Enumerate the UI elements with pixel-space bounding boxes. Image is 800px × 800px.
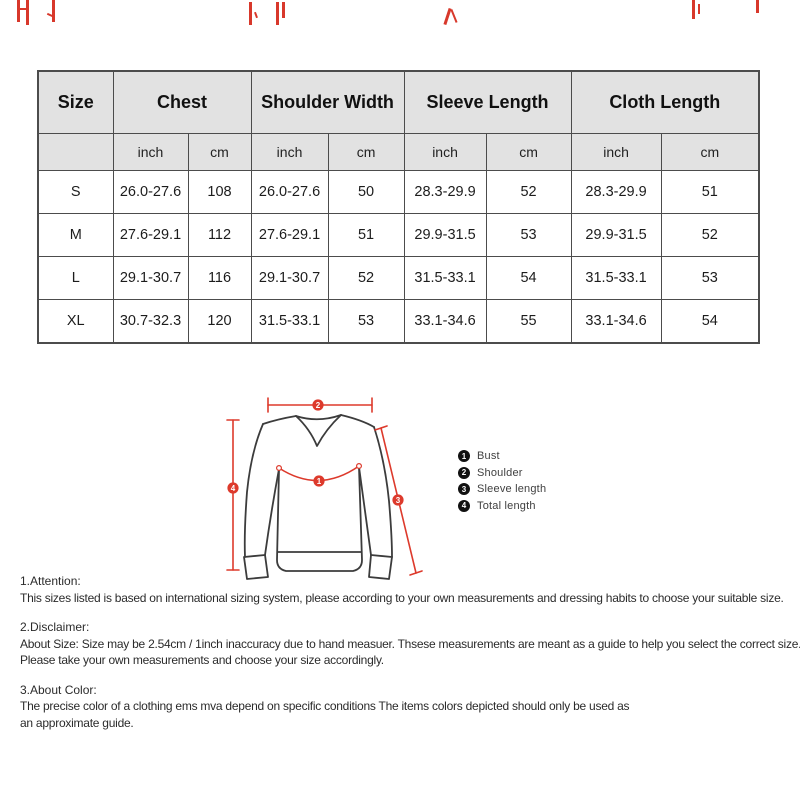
note-text: Please take your own measurements and ch… <box>20 653 384 667</box>
bust-marker-number: 1 <box>317 477 322 486</box>
unit-inch: inch <box>250 133 329 171</box>
table-cell: 53 <box>660 256 760 300</box>
legend-item-total-length: 4 Total length <box>458 498 546 515</box>
shoulder-marker-number: 2 <box>316 401 321 410</box>
note-heading: 3.About Color: <box>20 682 97 697</box>
total-length-marker-number: 4 <box>231 484 236 493</box>
legend-item-sleeve-length: 3 Sleeve length <box>458 481 546 498</box>
note-text: The precise color of a clothing ems mva … <box>20 699 630 713</box>
unit-cm: cm <box>187 133 252 171</box>
shoulder-measure-arrow: 2 <box>267 397 373 413</box>
legend-bullet-2-icon: 2 <box>458 466 470 479</box>
unit-cm: cm <box>327 133 405 171</box>
table-cell: 116 <box>187 256 252 300</box>
table-cell: 54 <box>485 256 572 300</box>
note-attention: 1.Attention: This sizes listed is based … <box>20 573 799 606</box>
table-cell: 27.6-29.1 <box>250 213 329 257</box>
unit-inch: inch <box>570 133 662 171</box>
table-cell: 33.1-34.6 <box>570 299 662 344</box>
column-header-sleeve: Sleeve Length <box>403 70 572 134</box>
table-row: XL 30.7-32.3 120 31.5-33.1 53 33.1-34.6 … <box>37 299 760 344</box>
table-cell: 28.3-29.9 <box>570 170 662 214</box>
table-cell: 52 <box>485 170 572 214</box>
legend-label: Bust <box>477 450 500 463</box>
table-cell: 26.0-27.6 <box>250 170 329 214</box>
garment-measurement-diagram: 2 4 3 1 <box>226 397 423 580</box>
table-cell: 51 <box>327 213 405 257</box>
total-length-measure-arrow: 4 <box>226 419 240 571</box>
table-cell: 54 <box>660 299 760 344</box>
table-cell: 112 <box>187 213 252 257</box>
unit-blank <box>37 133 114 171</box>
table-row: S 26.0-27.6 108 26.0-27.6 50 28.3-29.9 5… <box>37 170 760 214</box>
table-cell: 53 <box>485 213 572 257</box>
size-label: S <box>37 170 114 214</box>
note-text: an approximate guide. <box>20 715 134 730</box>
table-cell: 50 <box>327 170 405 214</box>
table-cell: 31.5-33.1 <box>250 299 329 344</box>
table-cell: 29.1-30.7 <box>112 256 189 300</box>
table-cell: 33.1-34.6 <box>403 299 487 344</box>
legend-bullet-3-icon: 3 <box>458 483 470 496</box>
table-cell: 29.9-31.5 <box>570 213 662 257</box>
table-cell: 51 <box>660 170 760 214</box>
size-label: XL <box>37 299 114 344</box>
table-cell: 27.6-29.1 <box>112 213 189 257</box>
size-label: M <box>37 213 114 257</box>
sleeve-length-marker-number: 3 <box>396 496 401 505</box>
table-cell: 29.9-31.5 <box>403 213 487 257</box>
unit-inch: inch <box>112 133 189 171</box>
sleeve-length-measure-arrow: 3 <box>374 425 423 576</box>
note-heading: 1.Attention: <box>20 574 81 588</box>
legend-label: Sleeve length <box>477 483 547 496</box>
legend-bullet-4-icon: 4 <box>458 499 470 512</box>
table-row: M 27.6-29.1 112 27.6-29.1 51 29.9-31.5 5… <box>37 213 760 257</box>
unit-cm: cm <box>485 133 572 171</box>
unit-cm: cm <box>660 133 760 171</box>
unit-inch: inch <box>403 133 487 171</box>
table-cell: 120 <box>187 299 252 344</box>
note-disclaimer: 2.Disclaimer: About Size: Size may be 2.… <box>20 619 800 669</box>
table-cell: 30.7-32.3 <box>112 299 189 344</box>
legend-label: Total length <box>477 499 536 512</box>
column-header-size: Size <box>37 70 114 134</box>
table-header-row: Size Chest Shoulder Width Sleeve Length … <box>37 70 760 134</box>
size-measurement-table: Size Chest Shoulder Width Sleeve Length … <box>37 70 761 344</box>
bust-measure-curve: 1 <box>276 463 363 487</box>
table-cell: 31.5-33.1 <box>570 256 662 300</box>
note-text: This sizes listed is based on internatio… <box>20 590 784 605</box>
note-about-color: 3.About Color: The precise color of a cl… <box>20 682 799 732</box>
table-cell: 29.1-30.7 <box>250 256 329 300</box>
table-cell: 52 <box>660 213 760 257</box>
table-cell: 55 <box>485 299 572 344</box>
note-heading: 2.Disclaimer: <box>20 620 90 634</box>
column-header-shoulder: Shoulder Width <box>250 70 405 134</box>
column-header-cloth: Cloth Length <box>570 70 760 134</box>
table-cell: 28.3-29.9 <box>403 170 487 214</box>
table-row: L 29.1-30.7 116 29.1-30.7 52 31.5-33.1 5… <box>37 256 760 300</box>
legend-bullet-1-icon: 1 <box>458 450 470 463</box>
legend-item-bust: 1 Bust <box>458 448 546 465</box>
table-cell: 53 <box>327 299 405 344</box>
notes-section: 1.Attention: This sizes listed is based … <box>20 573 800 744</box>
measurement-legend: 1 Bust 2 Shoulder 3 Sleeve length 4 Tota… <box>458 448 546 514</box>
table-cell: 31.5-33.1 <box>403 256 487 300</box>
table-unit-row: inch cm inch cm inch cm inch cm <box>37 133 760 171</box>
sweater-outline-drawing <box>243 414 393 580</box>
size-label: L <box>37 256 114 300</box>
table-cell: 108 <box>187 170 252 214</box>
note-text: About Size: Size may be 2.54cm / 1inch i… <box>20 636 800 651</box>
legend-label: Shoulder <box>477 466 523 479</box>
legend-item-shoulder: 2 Shoulder <box>458 465 546 482</box>
table-cell: 52 <box>327 256 405 300</box>
table-cell: 26.0-27.6 <box>112 170 189 214</box>
column-header-chest: Chest <box>112 70 252 134</box>
